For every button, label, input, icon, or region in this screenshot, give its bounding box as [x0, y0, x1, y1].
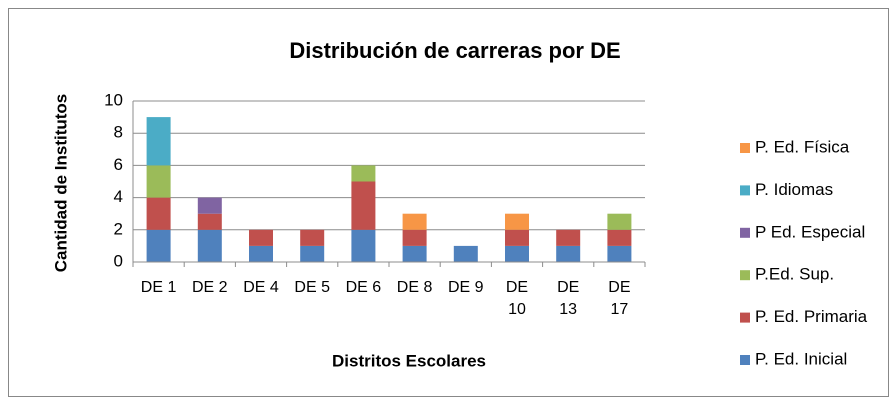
bar-segment	[197, 229, 222, 262]
chart-title: Distribución de carreras por DE	[289, 38, 620, 63]
legend-label: P. Idiomas	[755, 180, 833, 199]
bar-segment	[505, 213, 529, 230]
x-tick-label: DE 17	[608, 279, 631, 318]
bar-segment	[146, 197, 171, 230]
legend-label: P.Ed. Sup.	[755, 265, 834, 284]
legend-label: P. Ed. Física	[755, 137, 850, 156]
bar-segment	[607, 229, 632, 246]
legend-swatch	[740, 355, 750, 365]
bar-segment	[249, 229, 273, 246]
x-tick-label: DE 2	[192, 279, 228, 296]
bar-segment	[300, 245, 325, 262]
x-tick-label: DE 9	[448, 279, 484, 296]
bar-segment	[351, 165, 376, 182]
y-tick-label: 0	[114, 251, 123, 270]
chart-border	[8, 8, 889, 397]
bar-segment	[607, 213, 632, 230]
bar-segment	[505, 229, 529, 246]
y-tick-label: 8	[114, 123, 123, 142]
x-tick-label: DE 5	[294, 279, 330, 296]
bar-segment	[556, 245, 581, 262]
x-axis-label: Distritos Escolares	[332, 351, 486, 370]
bar-segment	[249, 245, 273, 262]
bar-segment	[146, 229, 171, 262]
y-tick-label: 10	[104, 90, 123, 109]
y-tick-label: 6	[114, 155, 123, 174]
x-tick-label: DE 10	[505, 279, 529, 318]
x-tick-label: DE 8	[396, 279, 433, 296]
x-tick-label: DE 4	[243, 279, 279, 296]
legend-swatch	[740, 143, 750, 153]
legend-label: P. Ed. Primaria	[755, 307, 868, 326]
legend-label: P Ed. Especial	[755, 222, 865, 241]
legend-swatch	[740, 185, 750, 196]
legend-label: P. Ed. Inicial	[755, 349, 847, 368]
bar-segment	[300, 229, 325, 246]
bar-segment	[607, 245, 632, 262]
legend-swatch	[740, 227, 750, 238]
x-tick-label: DE 13	[557, 279, 580, 318]
bar-segment	[505, 245, 529, 262]
bar-segment	[351, 229, 376, 262]
x-tick-label: DE 6	[345, 279, 382, 296]
y-tick-label: 2	[114, 219, 123, 238]
bar-segment	[453, 245, 478, 262]
bar-segment	[402, 213, 427, 230]
bar-segment	[146, 117, 171, 166]
bar-segment	[556, 229, 581, 246]
y-tick-label: 4	[114, 187, 123, 206]
bar-segment	[146, 165, 171, 198]
legend-swatch	[740, 312, 750, 323]
x-tick-label: DE 1	[140, 279, 177, 296]
bar-segment	[402, 229, 427, 246]
bar-segment	[351, 181, 376, 230]
bar-segment	[402, 245, 427, 262]
bar-segment	[197, 197, 222, 214]
legend-swatch	[740, 270, 750, 281]
y-axis-label: Cantidad de Institutos	[51, 94, 70, 273]
bar-segment	[197, 213, 222, 230]
